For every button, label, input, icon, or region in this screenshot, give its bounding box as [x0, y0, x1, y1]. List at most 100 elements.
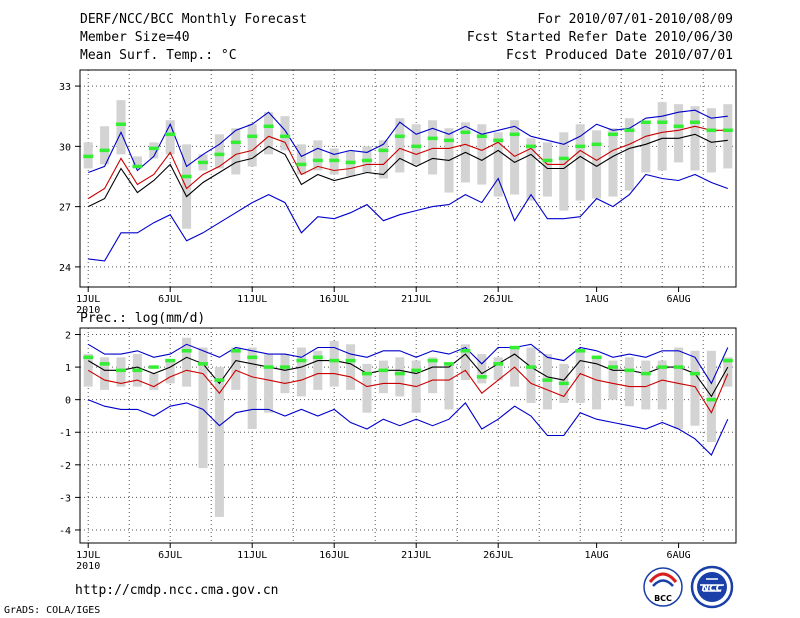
- observation-marker: [460, 349, 471, 353]
- observation-marker: [329, 158, 340, 163]
- spread-box: [493, 357, 503, 381]
- observation-marker: [575, 349, 586, 353]
- spread-box: [493, 132, 503, 197]
- observation-marker: [526, 365, 536, 369]
- observation-marker: [83, 154, 94, 159]
- series-line-env-min: [87, 399, 729, 456]
- spread-box: [624, 357, 634, 407]
- observation-marker: [526, 144, 536, 149]
- observation-marker: [591, 142, 602, 147]
- bcc-logo-text: BCC: [654, 594, 672, 603]
- observation-marker: [148, 365, 159, 369]
- observation-marker: [362, 158, 372, 163]
- y-tick-label: 1: [65, 363, 71, 374]
- spread-box: [264, 354, 274, 413]
- observation-marker: [558, 381, 569, 386]
- x-tick-label: 6AUG: [667, 550, 691, 561]
- observation-marker: [165, 132, 176, 137]
- observation-marker: [263, 365, 274, 369]
- observation-marker: [116, 368, 126, 373]
- bcc-logo: BCC: [643, 567, 683, 607]
- observation-marker: [296, 162, 307, 167]
- spread-box: [657, 102, 667, 171]
- header-member-size: Member Size=40: [80, 30, 190, 45]
- observation-marker: [116, 122, 126, 126]
- y-tick-label: 24: [59, 263, 71, 274]
- observation-marker: [230, 349, 241, 353]
- observation-marker: [509, 345, 520, 350]
- observation-marker: [247, 355, 258, 360]
- observation-marker: [296, 358, 307, 363]
- spread-box: [149, 142, 159, 159]
- spread-box: [100, 126, 110, 165]
- spread-box: [657, 360, 667, 410]
- spread-box: [231, 347, 241, 390]
- x-tick-label: 11JUL: [237, 550, 267, 561]
- plot-frame: [79, 69, 737, 288]
- footer-credit: GrADS: COLA/IGES: [4, 605, 100, 616]
- header-period: For 2010/07/01-2010/08/09: [537, 12, 733, 27]
- observation-marker: [132, 164, 143, 169]
- spread-box: [329, 341, 339, 387]
- plot-area: [80, 328, 736, 543]
- observation-marker: [493, 362, 504, 366]
- observation-marker: [263, 124, 274, 129]
- observation-marker: [362, 371, 372, 376]
- spread-box: [592, 130, 602, 199]
- observation-marker: [345, 358, 356, 363]
- observation-marker: [280, 365, 290, 369]
- x-tick-year-label: 2010: [76, 561, 100, 572]
- spread-box: [428, 357, 438, 394]
- observation-marker: [230, 140, 241, 145]
- x-tick-label: 16JUL: [319, 294, 349, 305]
- spread-box: [477, 124, 487, 185]
- spread-box: [641, 122, 651, 173]
- spread-box: [362, 363, 372, 413]
- spread-box: [444, 363, 454, 410]
- observation-marker: [427, 358, 438, 363]
- spread-box: [395, 118, 405, 173]
- spread-box: [296, 144, 306, 175]
- spread-box: [214, 134, 224, 169]
- observation-marker: [722, 128, 733, 133]
- observation-marker: [444, 362, 454, 366]
- observation-marker: [624, 368, 635, 373]
- series-line-ctrl: [87, 125, 728, 200]
- observation-marker: [657, 365, 668, 369]
- header-produced-date: Fcst Produced Date 2010/07/01: [506, 48, 733, 63]
- spread-box: [690, 106, 700, 171]
- observation-marker: [542, 158, 553, 163]
- spread-box: [559, 132, 569, 211]
- observation-marker: [575, 144, 586, 149]
- observation-marker: [198, 362, 208, 366]
- observation-marker: [83, 355, 94, 360]
- observation-marker: [214, 378, 225, 382]
- observation-marker: [198, 160, 208, 165]
- observation-marker: [460, 130, 471, 135]
- observation-marker: [608, 365, 618, 369]
- spread-box: [378, 140, 388, 179]
- observation-marker: [690, 371, 700, 376]
- spread-box: [214, 367, 224, 517]
- series-line-ensemble-mean: [87, 353, 729, 398]
- spread-box: [296, 347, 306, 397]
- x-tick-label: 1JUL: [76, 550, 100, 561]
- spread-box: [264, 112, 274, 155]
- observation-marker: [280, 134, 290, 139]
- y-tick-label: 33: [59, 82, 71, 93]
- spread-box: [592, 357, 602, 410]
- spread-box: [182, 144, 192, 229]
- spread-box: [608, 128, 618, 197]
- observation-marker: [411, 144, 422, 149]
- spread-box: [165, 120, 175, 155]
- spread-box: [526, 138, 536, 201]
- observation-marker: [378, 148, 389, 153]
- observation-marker: [476, 375, 487, 379]
- series-line-env-max: [87, 343, 729, 385]
- x-tick-label: 21JUL: [401, 294, 431, 305]
- spread-box: [411, 124, 421, 165]
- spread-box: [575, 124, 585, 201]
- observation-marker: [312, 355, 323, 360]
- spread-box: [247, 347, 257, 429]
- footer-url: http://cmdp.ncc.cma.gov.cn: [75, 583, 279, 598]
